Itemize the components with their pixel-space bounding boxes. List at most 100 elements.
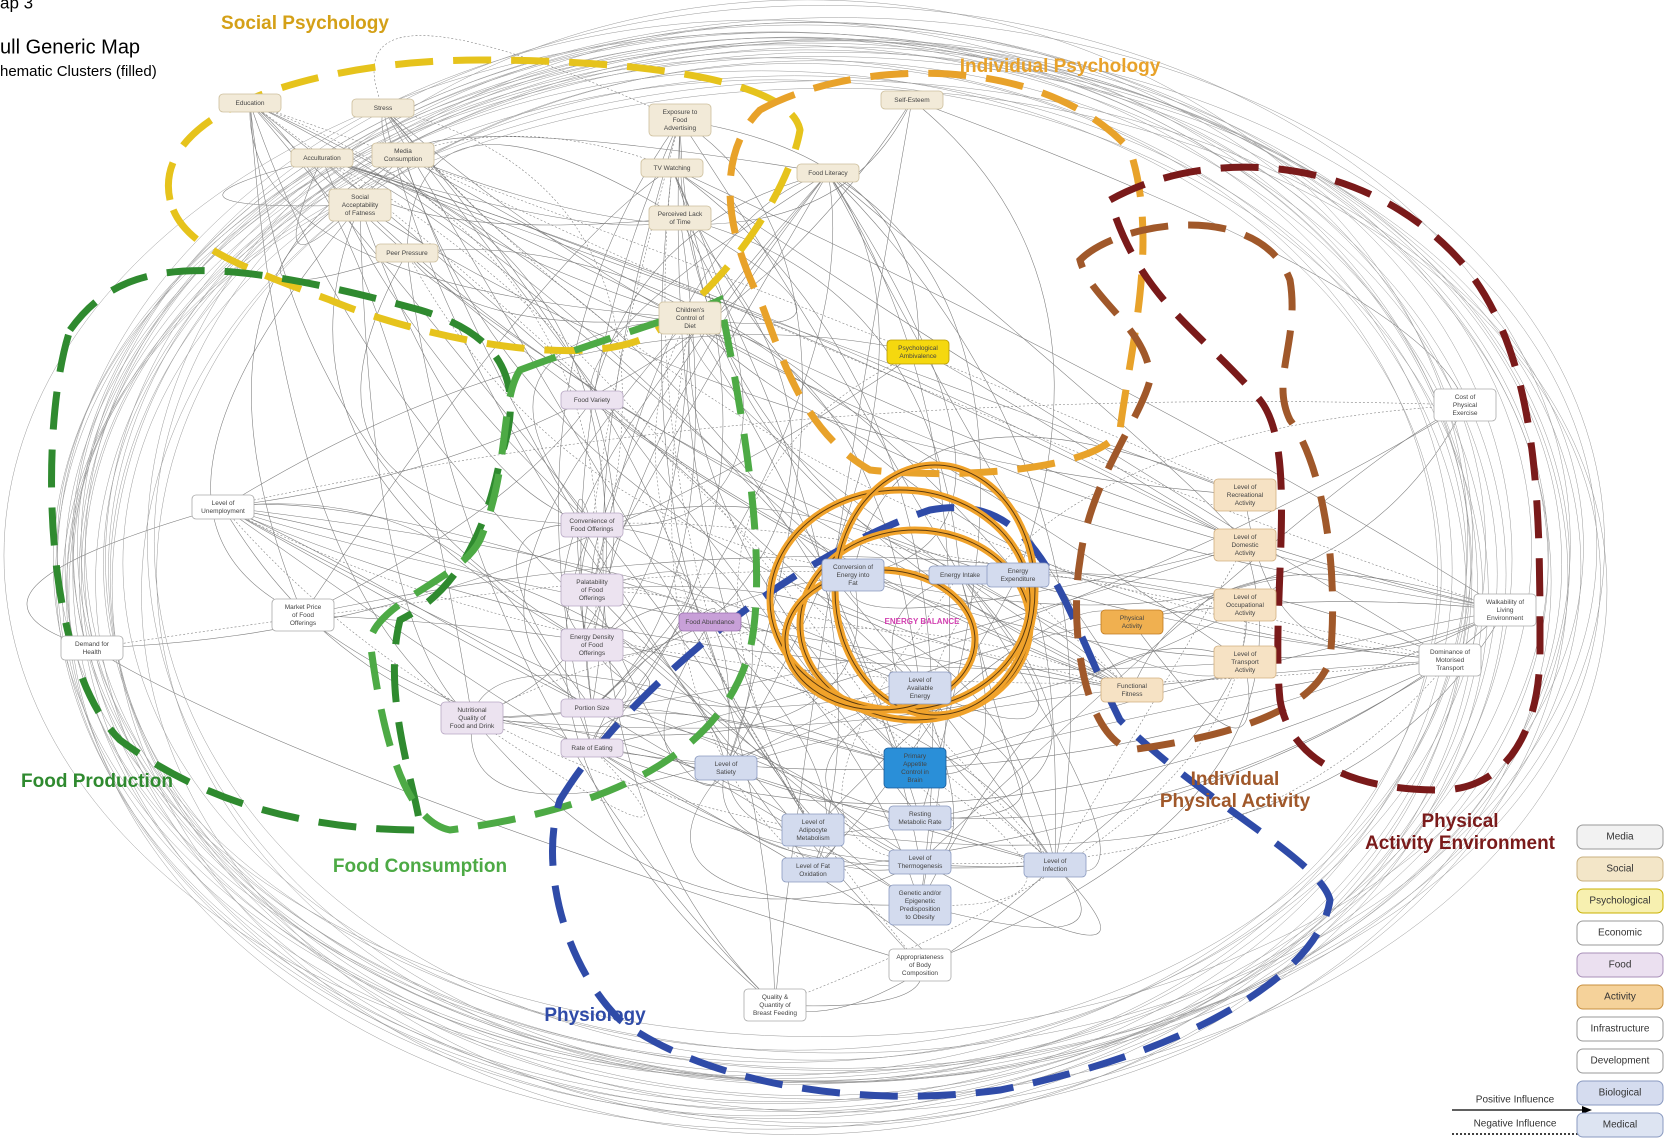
node-label: Food Variety <box>574 397 611 404</box>
legend-label: Media <box>1606 832 1634 843</box>
link <box>250 103 598 645</box>
link <box>828 173 1071 865</box>
link <box>664 622 726 769</box>
factor-node: Genetic and/orEpigeneticPredispositionto… <box>889 885 951 925</box>
legend-label: Development <box>1591 1056 1650 1067</box>
node-label: Convenience ofFood Offerings <box>569 518 614 533</box>
node-label: Peer Pressure <box>386 250 428 257</box>
node-label: Level ofAvailableEnergy <box>907 677 934 700</box>
factor-node: Level ofInfection <box>1024 853 1086 877</box>
factor-node: TV Watching <box>641 159 703 177</box>
factor-node: Level ofSatiety <box>695 756 757 780</box>
factor-node: Food Literacy <box>797 164 859 182</box>
link <box>360 205 1450 660</box>
factor-node: MediaConsumption <box>372 143 434 167</box>
factor-node: PsychologicalAmbivalence <box>887 340 949 364</box>
factor-node: Self-Esteem <box>881 91 943 109</box>
link <box>912 100 1054 575</box>
outer-link <box>123 76 1467 1050</box>
legend-label: Psychological <box>1589 896 1650 907</box>
node-label: Level ofInfection <box>1043 858 1068 873</box>
factor-node: Dominance ofMotorisedTransport <box>1419 644 1481 676</box>
factor-node: Food Variety <box>561 391 623 409</box>
link <box>472 400 614 718</box>
link <box>223 507 472 718</box>
map-title: ull Generic Map <box>0 36 140 58</box>
legend-label: Activity <box>1604 992 1636 1003</box>
factor-node: Acculturation <box>291 149 353 167</box>
obesity-system-map: Education Stress MediaConsumption Accultura… <box>0 0 1667 1139</box>
link <box>689 318 915 768</box>
link <box>665 168 710 622</box>
node-label: Energy Intake <box>940 572 980 579</box>
link <box>92 571 853 648</box>
factor-node: Market Priceof FoodOfferings <box>272 599 334 631</box>
legend: Positive Influence Negative Influence Me… <box>1452 825 1663 1137</box>
factor-node: Level ofRecreationalActivity <box>1214 479 1276 511</box>
node-label: Portion Size <box>574 705 609 712</box>
factor-node: Level ofUnemployment <box>192 495 254 519</box>
link <box>322 158 853 575</box>
link <box>211 205 360 615</box>
psychology-cluster <box>730 73 1143 473</box>
legend-positive: Positive Influence <box>1476 1095 1555 1106</box>
node-label: Self-Esteem <box>894 97 929 104</box>
link <box>603 120 775 1005</box>
legend-label: Medical <box>1603 1120 1637 1131</box>
cluster-label: Individual Psychology <box>960 56 1161 77</box>
factor-node: PrimaryAppetiteControl inBrain <box>884 748 946 788</box>
factor-node: SocialAcceptabilityof Fatness <box>329 189 391 221</box>
link <box>592 748 929 965</box>
factor-node: Peer Pressure <box>376 244 438 262</box>
activity-environment-cluster <box>1110 167 1540 790</box>
link <box>828 173 956 575</box>
factor-node: Education <box>219 94 281 112</box>
link <box>592 610 1505 770</box>
factor-node: Quality &Quantity ofBreast Feeding <box>744 989 806 1021</box>
legend-label: Infrastructure <box>1591 1024 1650 1035</box>
node-label: Stress <box>374 105 393 112</box>
food-production-cluster <box>52 271 511 830</box>
factor-node: Exposure toFoodAdvertising <box>649 104 711 136</box>
link <box>250 103 592 645</box>
node-label: Food Literacy <box>808 170 848 177</box>
cluster-label: Food Consumption <box>333 856 507 877</box>
factor-node: Demand forHealth <box>61 636 123 660</box>
factor-node: Rate of Eating <box>561 739 623 757</box>
node-label: PsychologicalAmbivalence <box>898 345 938 360</box>
node-label: Level ofSatiety <box>715 761 738 776</box>
factor-node: PhysicalActivity <box>1101 610 1163 634</box>
node-label: Level ofDomesticActivity <box>1231 534 1259 557</box>
link <box>916 350 1245 545</box>
factor-node: FunctionalFitness <box>1101 678 1163 702</box>
energy-balance-label: ENERGY BALANCE <box>885 617 961 626</box>
map-subtitle: hematic Clusters (filled) <box>0 63 157 80</box>
factor-node: Convenience ofFood Offerings <box>561 513 623 537</box>
factor-node: Perceived Lackof Time <box>649 206 711 230</box>
legend-label: Food <box>1609 960 1632 971</box>
factor-node: EnergyExpenditure <box>987 563 1049 587</box>
link <box>403 155 1505 610</box>
factor-node: Level ofDomesticActivity <box>1214 529 1276 561</box>
factor-node: Energy Intake <box>929 566 991 584</box>
factor-node: Stress <box>352 99 414 117</box>
link <box>592 400 1132 690</box>
outer-link <box>105 23 1512 1096</box>
link <box>472 718 920 899</box>
cluster-label: PhysicalActivity Environment <box>1365 811 1556 854</box>
factor-node: Energy Densityof FoodOfferings <box>561 629 623 661</box>
cluster-label: Physiology <box>544 1005 646 1026</box>
link <box>672 318 813 870</box>
node-label: Food Abundance <box>685 619 735 626</box>
link <box>403 136 672 168</box>
node-label: Education <box>236 100 265 107</box>
node-label: Rate of Eating <box>571 745 613 752</box>
